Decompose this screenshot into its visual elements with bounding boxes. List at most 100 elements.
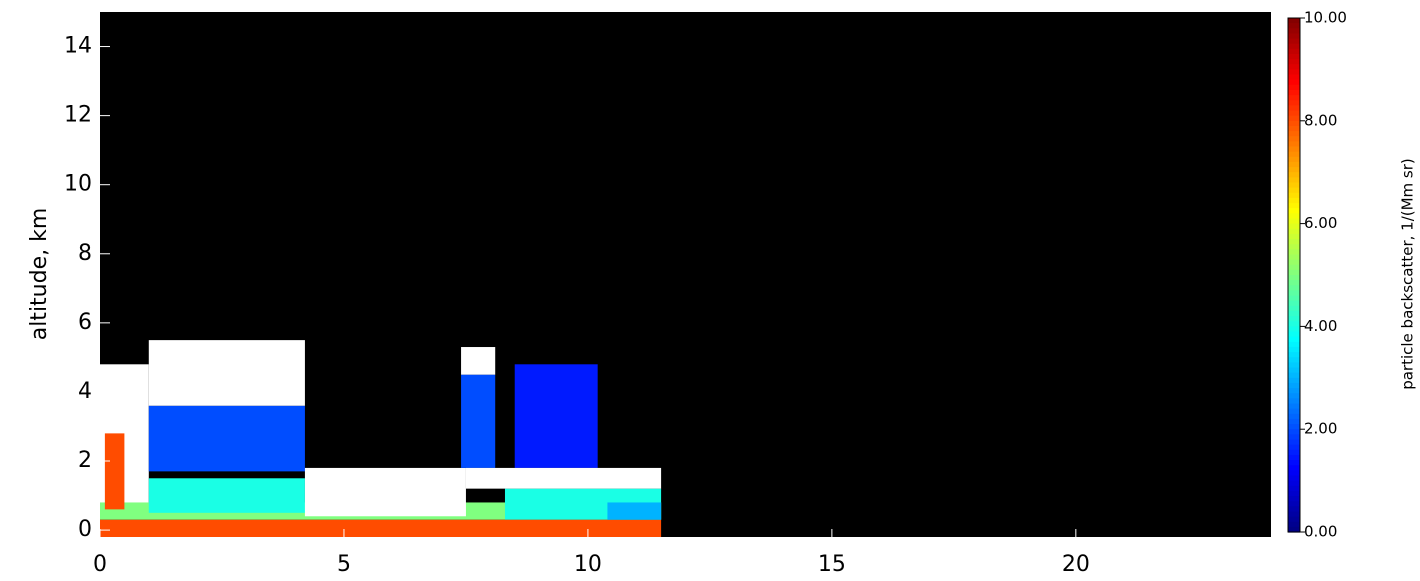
y-tick-label: 12: [64, 103, 92, 128]
y-tick-label: 10: [64, 172, 92, 197]
colorbar-swatch: [1288, 496, 1300, 502]
colorbar-swatch: [1288, 146, 1300, 153]
colorbar-swatch: [1288, 439, 1300, 446]
colorbar-tick-label: 10.00: [1304, 9, 1347, 27]
colorbar-swatch: [1288, 377, 1300, 384]
colorbar-frame: [1287, 17, 1301, 533]
colorbar-swatch: [1288, 84, 1300, 91]
heat-cell: [104, 433, 125, 510]
colorbar-swatch: [1288, 177, 1300, 184]
heat-cell: [148, 405, 305, 472]
colorbar-swatch: [1288, 424, 1300, 430]
colorbar-swatch: [1288, 95, 1300, 101]
colorbar-swatch: [1288, 64, 1300, 70]
x-tick-label: 20: [1062, 552, 1090, 577]
colorbar-swatch: [1288, 475, 1300, 482]
heat-cell: [461, 347, 496, 375]
colorbar-swatch: [1288, 249, 1300, 256]
y-tick-label: 6: [78, 310, 92, 335]
colorbar-swatch: [1288, 100, 1300, 106]
colorbar-swatch: [1288, 444, 1300, 451]
colorbar-swatch: [1288, 295, 1300, 302]
colorbar-tick-label: 8.00: [1304, 111, 1337, 129]
colorbar-swatch: [1288, 398, 1300, 405]
colorbar-swatch: [1288, 218, 1300, 225]
colorbar-swatch: [1288, 156, 1300, 163]
colorbar-swatch: [1288, 357, 1300, 363]
colorbar-swatch: [1288, 449, 1300, 456]
colorbar-swatch: [1288, 254, 1300, 261]
colorbar-swatch: [1288, 28, 1300, 35]
heat-cell: [607, 502, 662, 520]
x-tick-label: 10: [574, 552, 602, 577]
colorbar-swatch: [1288, 470, 1300, 477]
colorbar-swatch: [1288, 136, 1300, 142]
colorbar-swatch: [1288, 105, 1300, 112]
colorbar-swatch: [1288, 372, 1300, 379]
colorbar-swatch: [1288, 310, 1300, 317]
colorbar-swatch: [1288, 480, 1300, 487]
heat-cell: [148, 340, 305, 406]
colorbar-swatch: [1288, 269, 1300, 276]
colorbar-swatch: [1288, 367, 1300, 374]
colorbar-swatch: [1288, 418, 1300, 425]
colorbar-swatch: [1288, 506, 1300, 513]
colorbar-swatch: [1288, 38, 1300, 45]
colorbar-swatch: [1288, 244, 1300, 250]
colorbar-swatch: [1288, 516, 1300, 523]
colorbar-swatch: [1288, 172, 1300, 178]
colorbar-swatch: [1288, 110, 1300, 117]
x-tick-label: 15: [818, 552, 846, 577]
colorbar-swatch: [1288, 346, 1300, 353]
colorbar-tick-label: 2.00: [1304, 420, 1337, 438]
colorbar-swatch: [1288, 197, 1300, 204]
heat-cell: [148, 478, 305, 513]
colorbar-swatch: [1288, 305, 1300, 312]
colorbar-swatch: [1288, 341, 1300, 348]
colorbar-swatch: [1288, 465, 1300, 471]
colorbar-tick-label: 0.00: [1304, 523, 1337, 541]
y-tick-label: 0: [78, 517, 92, 542]
y-tick-label: 8: [78, 241, 92, 266]
colorbar-swatch: [1288, 521, 1300, 528]
colorbar-swatch: [1288, 187, 1300, 194]
colorbar-swatch: [1288, 408, 1300, 415]
colorbar-swatch: [1288, 429, 1300, 435]
colorbar-swatch: [1288, 526, 1300, 533]
heat-cell: [514, 364, 598, 468]
colorbar-swatch: [1288, 403, 1300, 410]
colorbar-swatch: [1288, 326, 1300, 333]
colorbar-swatch: [1288, 203, 1300, 209]
colorbar-swatch: [1288, 43, 1300, 50]
heat-cell: [461, 374, 496, 468]
x-tick-label: 5: [337, 552, 351, 577]
colorbar-swatch: [1288, 74, 1300, 81]
y-tick-label: 14: [64, 34, 92, 59]
colorbar-swatch: [1288, 434, 1300, 441]
colorbar-swatch: [1288, 280, 1300, 286]
colorbar-swatch: [1288, 208, 1300, 214]
y-tick-label: 4: [78, 379, 92, 404]
colorbar-swatch: [1288, 120, 1300, 127]
colorbar-label: particle backscatter, 1/(Mm sr): [1399, 158, 1417, 390]
colorbar-swatch: [1288, 501, 1300, 507]
x-tick-label: 0: [93, 552, 107, 577]
colorbar-swatch: [1288, 213, 1300, 220]
colorbar-swatch: [1288, 460, 1300, 466]
colorbar-swatch: [1288, 285, 1300, 292]
colorbar-swatch: [1288, 125, 1300, 132]
colorbar-swatch: [1288, 79, 1300, 86]
colorbar-swatch: [1288, 182, 1300, 189]
colorbar-swatch: [1288, 264, 1300, 271]
colorbar-swatch: [1288, 33, 1300, 40]
heat-cell: [304, 467, 466, 517]
colorbar-tick-label: 4.00: [1304, 317, 1337, 335]
colorbar-swatch: [1288, 382, 1300, 389]
colorbar-tick-label: 6.00: [1304, 214, 1337, 232]
colorbar-swatch: [1288, 362, 1300, 369]
colorbar-swatch: [1288, 393, 1300, 399]
colorbar-swatch: [1288, 239, 1300, 245]
y-tick-label: 2: [78, 448, 92, 473]
colorbar-swatch: [1288, 141, 1300, 148]
